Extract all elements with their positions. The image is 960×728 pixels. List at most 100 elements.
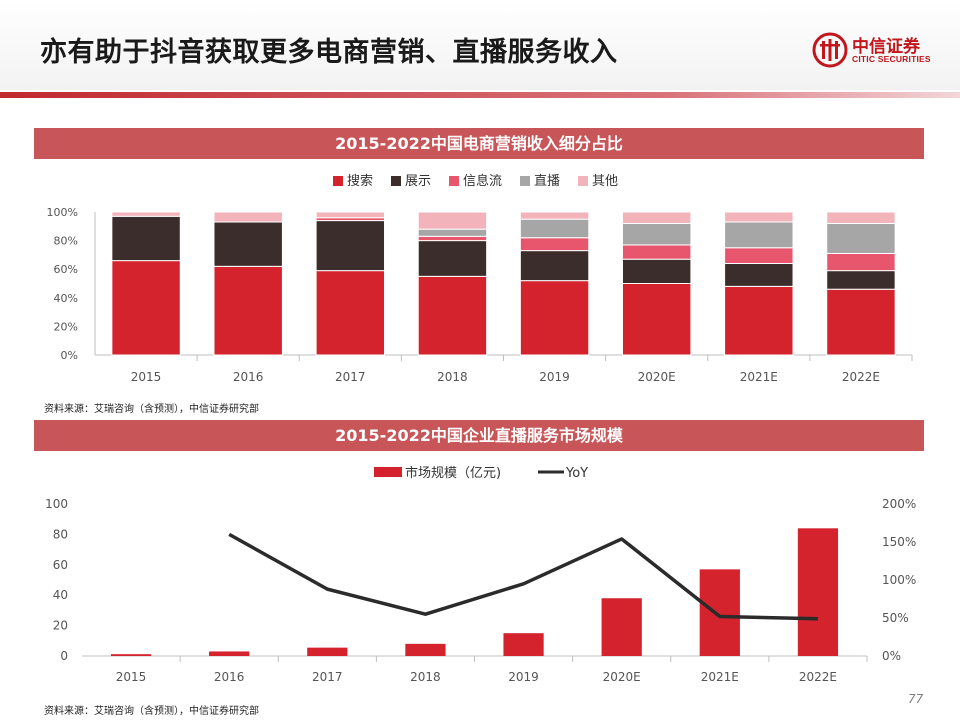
page-number: 77 xyxy=(908,692,924,706)
legend-label-4: 其他 xyxy=(592,174,618,189)
bar-segment xyxy=(519,250,590,282)
bar-segment xyxy=(724,221,794,249)
y-right-tick-label: 200% xyxy=(882,497,916,511)
y-tick-label: 20% xyxy=(54,320,78,333)
y-right-tick-label: 150% xyxy=(882,535,916,549)
bar xyxy=(307,647,348,656)
chart2-source: 资料来源：艾瑞咨询（含预测），中信证券研究部 xyxy=(44,706,259,717)
bar-segment xyxy=(519,218,590,239)
x-tick-label: 2021E xyxy=(740,370,778,384)
bar-segment xyxy=(213,221,283,267)
legend-label-line: YoY xyxy=(565,466,588,481)
chart1-title: 2015-2022中国电商营销收入细分占比 xyxy=(34,128,924,159)
y-right-tick-label: 50% xyxy=(882,611,909,625)
brand-logo: 中信证券 CITIC SECURITIES xyxy=(812,30,946,70)
x-tick-label: 2019 xyxy=(508,670,539,684)
bar-segment xyxy=(111,211,181,217)
y-tick-label: 40% xyxy=(54,292,78,305)
x-tick-label: 2015 xyxy=(131,370,162,384)
y-tick-label: 80% xyxy=(54,235,78,248)
x-tick-label: 2018 xyxy=(437,370,468,384)
bar-segment xyxy=(417,228,488,237)
bar-segment xyxy=(621,211,692,224)
legend-label-0: 搜索 xyxy=(347,174,373,189)
yoy-line xyxy=(228,532,818,621)
x-tick-label: 2015 xyxy=(116,670,147,684)
x-tick-label: 2020E xyxy=(603,670,641,684)
legend-swatch-3 xyxy=(520,176,530,186)
legend-label-3: 直播 xyxy=(534,174,560,189)
y-left-tick-label: 100 xyxy=(45,497,68,511)
bar-segment xyxy=(519,211,590,220)
bar-segment xyxy=(826,270,896,290)
bar-segment xyxy=(724,247,794,264)
y-right-tick-label: 100% xyxy=(882,573,916,587)
page-header: 亦有助于抖音获取更多电商营销、直播服务收入 中信证券 CITIC SECURIT… xyxy=(0,0,960,90)
bar-segment xyxy=(417,240,488,277)
x-tick-label: 2016 xyxy=(214,670,245,684)
x-tick-label: 2018 xyxy=(410,670,441,684)
x-tick-label: 2022E xyxy=(799,670,837,684)
bar-segment xyxy=(826,222,896,254)
bar-segment xyxy=(724,211,794,223)
page-title: 亦有助于抖音获取更多电商营销、直播服务收入 xyxy=(40,37,618,68)
legend-swatch-4 xyxy=(578,176,588,186)
bar-segment xyxy=(621,244,692,260)
chart2-title: 2015-2022中国企业直播服务市场规模 xyxy=(34,420,924,451)
bar-segment xyxy=(621,283,692,356)
x-tick-label: 2017 xyxy=(335,370,366,384)
y-left-tick-label: 20 xyxy=(53,619,68,633)
x-tick-label: 2021E xyxy=(701,670,739,684)
bar-segment xyxy=(315,220,386,272)
legend-label-2: 信息流 xyxy=(463,173,502,189)
chart2-bar-line: 市场规模（亿元) YoY 0 20 40 60 80 100 0% 50% 100% 150% 200%… xyxy=(45,465,916,684)
bar xyxy=(601,598,642,656)
x-tick-label: 2020E xyxy=(638,370,676,384)
x-tick-label: 2017 xyxy=(312,670,343,684)
y-left-tick-label: 80 xyxy=(53,527,68,541)
bar-segment xyxy=(111,215,181,262)
bar-segment xyxy=(826,211,896,224)
legend-label-bars: 市场规模（亿元) xyxy=(405,465,501,481)
legend-swatch-bars xyxy=(374,467,402,477)
legend-swatch-1 xyxy=(391,176,401,186)
bar xyxy=(503,633,544,656)
logo-text-cn: 中信证券 xyxy=(852,37,920,57)
bar-segment xyxy=(213,265,283,356)
legend-swatch-2 xyxy=(449,176,459,186)
chart1-stacked-bar: 搜索 展示 信息流 直播 其他 0% 20% 40% 60% 80% 100% 2015 2016 201… xyxy=(47,173,913,384)
bar-segment xyxy=(213,211,283,223)
y-right-tick-label: 0% xyxy=(882,649,901,663)
bar xyxy=(209,651,250,656)
bar-segment xyxy=(621,222,692,246)
bar-segment xyxy=(315,270,386,356)
bar-segment xyxy=(417,275,488,356)
bar-segment xyxy=(826,252,896,272)
logo-text-en: CITIC SECURITIES xyxy=(852,54,931,64)
bar-segment xyxy=(724,262,794,287)
legend-label-1: 展示 xyxy=(405,174,431,189)
bar-segment xyxy=(315,211,386,219)
bar-segment xyxy=(111,260,181,356)
header-divider xyxy=(0,92,960,98)
x-tick-label: 2016 xyxy=(233,370,264,384)
y-tick-label: 60% xyxy=(54,263,78,276)
x-tick-label: 2019 xyxy=(539,370,570,384)
y-tick-label: 0% xyxy=(61,349,78,362)
bar-segment xyxy=(417,211,488,230)
bar-segment xyxy=(724,285,794,356)
y-tick-label: 100% xyxy=(47,206,78,219)
bar-segment xyxy=(621,258,692,285)
bar xyxy=(699,569,740,656)
y-left-tick-label: 60 xyxy=(53,558,68,572)
citic-logo-icon xyxy=(812,32,848,68)
y-left-tick-label: 40 xyxy=(53,588,68,602)
bar-segment xyxy=(519,280,590,356)
bar xyxy=(797,528,839,656)
x-tick-label: 2022E xyxy=(842,370,880,384)
y-left-tick-label: 0 xyxy=(60,649,68,663)
bar xyxy=(405,643,446,656)
chart1-source: 资料来源：艾瑞咨询（含预测），中信证券研究部 xyxy=(44,404,259,415)
bar-segment xyxy=(417,235,488,242)
bar xyxy=(110,654,152,656)
